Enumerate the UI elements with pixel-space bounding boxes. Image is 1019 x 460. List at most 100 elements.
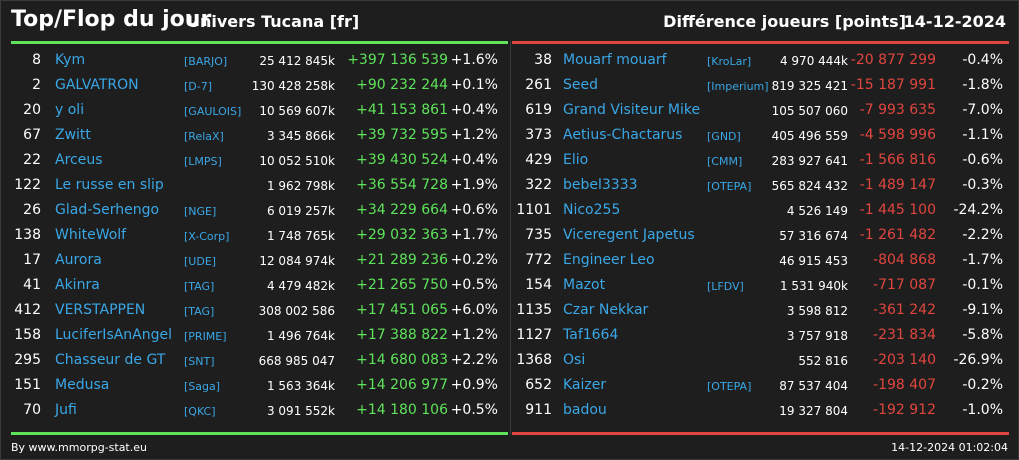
player-name-link[interactable]: Mouarf mouarf [563, 52, 667, 68]
alliance-tag-link[interactable]: [PRIME] [184, 330, 227, 343]
player-name-link[interactable]: WhiteWolf [55, 227, 127, 243]
alliance-tag-link[interactable]: [QKC] [184, 405, 216, 418]
alliance-tag-link[interactable]: [D-7] [184, 80, 213, 93]
player-rank: 373 [525, 127, 552, 143]
alliance-tag-link[interactable]: [SNT] [184, 355, 215, 368]
alliance-tag-link[interactable]: [X-Corp] [184, 230, 230, 243]
player-name-link[interactable]: y oli [55, 102, 85, 118]
difference-label: Différence joueurs [points] [663, 12, 906, 31]
alliance-tag-link[interactable]: [GND] [707, 130, 741, 143]
player-name-link[interactable]: Seed [563, 77, 598, 93]
points-difference: +17 451 065 [356, 302, 448, 318]
percent-change: -7.0% [962, 102, 1003, 118]
player-rank: 26 [23, 202, 41, 218]
alliance-tag-link[interactable]: [NGE] [184, 205, 217, 218]
flop-list: 38 Mouarf mouarf [KroLar] 4 970 444k -20 877… [512, 49, 1009, 424]
alliance-tag-link[interactable]: [LMPS] [184, 155, 222, 168]
percent-change: -26.9% [953, 352, 1003, 368]
player-name-link[interactable]: bebel3333 [563, 177, 638, 193]
alliance-tag-link[interactable]: [BARJO] [184, 55, 228, 68]
player-name-link[interactable]: Glad-Serhengo [55, 202, 160, 218]
player-name-link[interactable]: Nico255 [563, 202, 621, 218]
player-rank: 122 [14, 177, 41, 193]
percent-change: -0.3% [962, 177, 1003, 193]
alliance-tag-link[interactable]: [UDE] [184, 255, 217, 268]
points-difference: -1 566 816 [859, 152, 936, 168]
points-difference: +34 229 664 [356, 202, 448, 218]
points-difference: -203 140 [873, 352, 936, 368]
percent-change: -0.2% [962, 377, 1003, 393]
player-name-link[interactable]: VERSTAPPEN [55, 302, 146, 318]
alliance-tag-link[interactable]: [KroLar] [707, 55, 752, 68]
player-name-link[interactable]: Mazot [563, 277, 606, 293]
top-list: 8 Kym [BARJO] 25 412 845k +397 136 539 +1.6% 2… [11, 49, 508, 424]
top-row: 20 y oli [GAULOIS] 10 569 607k +41 153 861 +0… [11, 99, 508, 124]
player-name-link[interactable]: Elio [563, 152, 589, 168]
panel-divider [510, 41, 511, 435]
player-name-link[interactable]: LuciferIsAnAngel [55, 327, 173, 343]
player-name-link[interactable]: Aurora [55, 252, 102, 268]
player-points: 46 915 453 [779, 254, 848, 268]
player-name-link[interactable]: Engineer Leo [563, 252, 655, 268]
player-rank: 154 [525, 277, 552, 293]
percent-change: -1.1% [962, 127, 1003, 143]
player-name-link[interactable]: Czar Nekkar [563, 302, 649, 318]
flop-row: 735 Viceregent Japetus 57 316 674 -1 261 48… [512, 224, 1009, 249]
points-difference: -1 445 100 [859, 202, 936, 218]
player-points: 25 412 845k [259, 54, 335, 68]
player-name-link[interactable]: Viceregent Japetus [563, 227, 695, 243]
player-name-link[interactable]: Zwitt [55, 127, 91, 143]
player-name-link[interactable]: Arceus [55, 152, 103, 168]
player-rank: 138 [14, 227, 41, 243]
percent-change: +0.6% [450, 202, 498, 218]
player-points: 19 327 804 [779, 404, 848, 418]
player-name-link[interactable]: Le russe en slip [55, 177, 164, 193]
top-panel-bottom-line [11, 432, 508, 435]
percent-change: +6.0% [450, 302, 498, 318]
player-points: 10 052 510k [259, 154, 335, 168]
player-name-link[interactable]: Chasseur de GT [55, 352, 166, 368]
alliance-tag-link[interactable]: [OTEPA] [707, 180, 752, 193]
player-rank: 261 [525, 77, 552, 93]
top-row: 17 Aurora [UDE] 12 084 974k +21 289 236 +0.2% [11, 249, 508, 274]
player-name-link[interactable]: badou [563, 402, 607, 418]
alliance-tag-link[interactable]: [TAG] [184, 280, 215, 293]
player-name-link[interactable]: Kym [55, 52, 86, 68]
points-difference: -361 242 [873, 302, 936, 318]
percent-change: +1.6% [450, 52, 498, 68]
percent-change: +0.5% [450, 402, 498, 418]
alliance-tag-link[interactable]: [TAG] [184, 305, 215, 318]
alliance-tag-link[interactable]: [GAULOIS] [184, 105, 242, 118]
player-name-link[interactable]: Kaizer [563, 377, 607, 393]
player-name-link[interactable]: GALVATRON [55, 77, 139, 93]
player-name-link[interactable]: Akinra [55, 277, 100, 293]
player-name-link[interactable]: Medusa [55, 377, 110, 393]
player-points: 1 748 765k [266, 229, 335, 243]
percent-change: +2.2% [450, 352, 498, 368]
alliance-tag-link[interactable]: [LFDV] [707, 280, 744, 293]
player-rank: 67 [23, 127, 41, 143]
player-rank: 41 [23, 277, 41, 293]
player-rank: 1135 [516, 302, 552, 318]
points-difference: -804 868 [873, 252, 936, 268]
player-points: 10 569 607k [259, 104, 335, 118]
player-name-link[interactable]: Jufi [55, 402, 77, 418]
player-name-link[interactable]: Aetius-Chactarus [563, 127, 683, 143]
flop-row: 38 Mouarf mouarf [KroLar] 4 970 444k -20 877… [512, 49, 1009, 74]
player-points: 1 496 764k [266, 329, 335, 343]
alliance-tag-link[interactable]: [Imperium] [707, 80, 769, 93]
alliance-tag-link[interactable]: [OTEPA] [707, 380, 752, 393]
percent-change: +1.2% [450, 127, 498, 143]
player-name-link[interactable]: Grand Visiteur Mike [563, 102, 701, 118]
points-difference: +41 153 861 [356, 102, 448, 118]
player-rank: 17 [23, 252, 41, 268]
alliance-tag-link[interactable]: [CMM] [707, 155, 743, 168]
percent-change: +0.5% [450, 277, 498, 293]
alliance-tag-link[interactable]: [Saga] [184, 380, 221, 393]
alliance-tag-link[interactable]: [RelaX] [184, 130, 224, 143]
player-name-link[interactable]: Taf1664 [563, 327, 619, 343]
flop-row: 652 Kaizer [OTEPA] 87 537 404 -198 407 -0.2% [512, 374, 1009, 399]
points-difference: +21 265 750 [356, 277, 448, 293]
player-name-link[interactable]: Osi [563, 352, 586, 368]
